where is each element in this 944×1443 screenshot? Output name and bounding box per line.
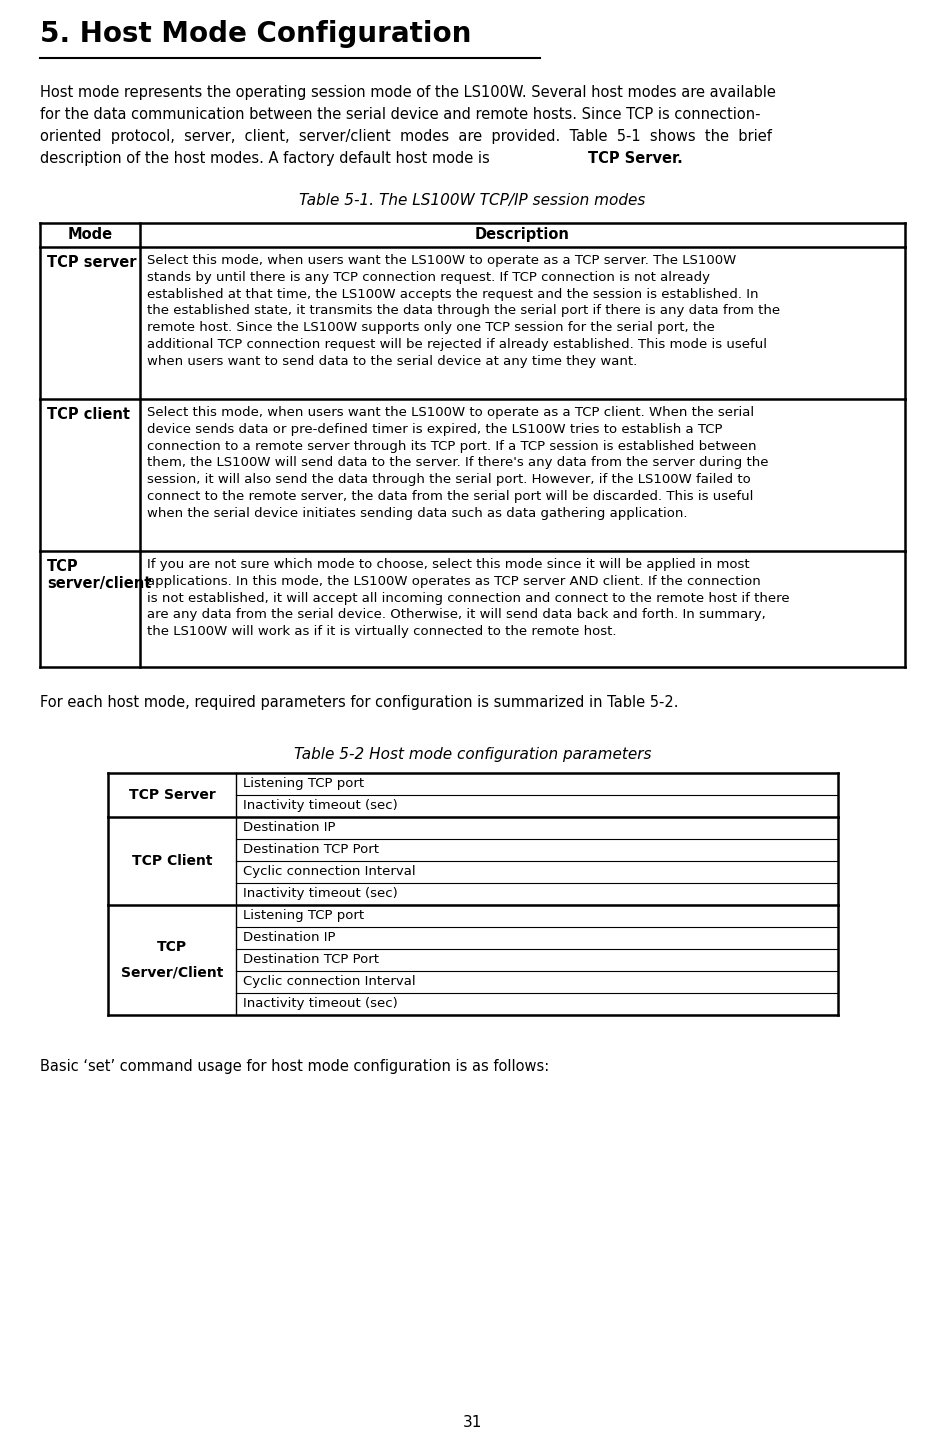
Text: oriented  protocol,  server,  client,  server/client  modes  are  provided.  Tab: oriented protocol, server, client, serve… [40, 128, 771, 144]
Text: Listening TCP port: Listening TCP port [243, 909, 363, 922]
Text: Destination IP: Destination IP [243, 931, 335, 944]
Text: For each host mode, required parameters for configuration is summarized in Table: For each host mode, required parameters … [40, 696, 678, 710]
Text: TCP
server/client: TCP server/client [47, 558, 151, 592]
Text: Destination TCP Port: Destination TCP Port [243, 843, 379, 856]
Text: TCP Server.: TCP Server. [587, 152, 682, 166]
Text: Inactivity timeout (sec): Inactivity timeout (sec) [243, 887, 397, 900]
Text: Select this mode, when users want the LS100W to operate as a TCP client. When th: Select this mode, when users want the LS… [147, 405, 767, 519]
Text: Mode: Mode [67, 227, 112, 242]
Text: Destination IP: Destination IP [243, 821, 335, 834]
Text: Select this mode, when users want the LS100W to operate as a TCP server. The LS1: Select this mode, when users want the LS… [147, 254, 780, 368]
Text: Cyclic connection Interval: Cyclic connection Interval [243, 864, 415, 877]
Text: TCP client: TCP client [47, 407, 130, 421]
Text: TCP Client: TCP Client [131, 854, 212, 869]
Text: Table 5-1. The LS100W TCP/IP session modes: Table 5-1. The LS100W TCP/IP session mod… [299, 193, 645, 208]
Text: TCP Server: TCP Server [128, 788, 215, 802]
Text: Table 5-2 Host mode configuration parameters: Table 5-2 Host mode configuration parame… [294, 747, 650, 762]
Text: Description: Description [475, 227, 569, 242]
Text: TCP server: TCP server [47, 255, 136, 270]
Text: TCP: TCP [157, 939, 187, 954]
Text: Host mode represents the operating session mode of the LS100W. Several host mode: Host mode represents the operating sessi… [40, 85, 775, 100]
Text: Server/Client: Server/Client [121, 965, 223, 980]
Text: Cyclic connection Interval: Cyclic connection Interval [243, 975, 415, 988]
Text: for the data communication between the serial device and remote hosts. Since TCP: for the data communication between the s… [40, 107, 760, 123]
Text: description of the host modes. A factory default host mode is: description of the host modes. A factory… [40, 152, 494, 166]
Text: 5. Host Mode Configuration: 5. Host Mode Configuration [40, 20, 471, 48]
Text: Basic ‘set’ command usage for host mode configuration is as follows:: Basic ‘set’ command usage for host mode … [40, 1059, 548, 1074]
Text: Listening TCP port: Listening TCP port [243, 776, 363, 789]
Text: 31: 31 [463, 1416, 481, 1430]
Text: Inactivity timeout (sec): Inactivity timeout (sec) [243, 799, 397, 812]
Text: Destination TCP Port: Destination TCP Port [243, 952, 379, 965]
Text: If you are not sure which mode to choose, select this mode since it will be appl: If you are not sure which mode to choose… [147, 558, 789, 638]
Text: Inactivity timeout (sec): Inactivity timeout (sec) [243, 997, 397, 1010]
